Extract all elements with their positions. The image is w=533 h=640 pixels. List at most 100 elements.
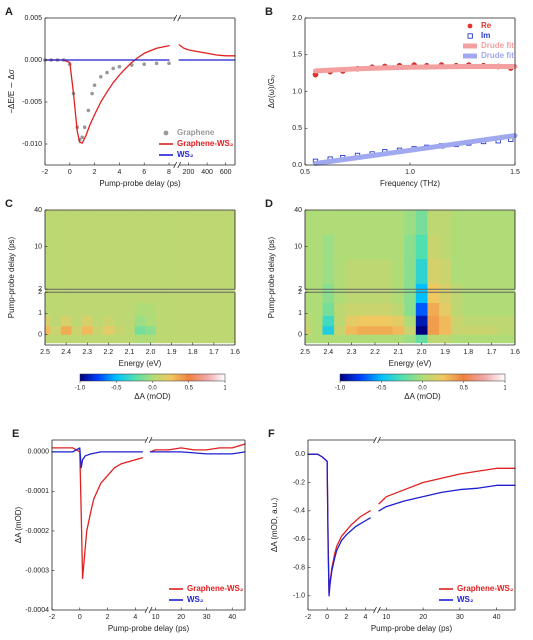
y-tick-label: 2 <box>38 289 42 296</box>
heatmap-cell <box>305 325 312 335</box>
heatmap-cell <box>166 234 178 260</box>
y-tick-label: -0.0004 <box>25 607 49 614</box>
heatmap-cell <box>485 283 498 304</box>
y-axis-label: ΔA (mOD, a.u.) <box>270 498 279 553</box>
heatmap-cell <box>310 234 323 260</box>
heatmap-cell <box>198 234 209 260</box>
legend-label: Graphene-WS₂ <box>187 584 244 593</box>
heatmap-cell <box>310 283 323 304</box>
x-axis-label: Energy (eV) <box>119 359 162 368</box>
heatmap-cell <box>134 334 146 344</box>
heatmap-cell <box>145 315 157 327</box>
x-tick-label: 0 <box>68 169 72 176</box>
heatmap-cell <box>155 234 167 260</box>
y-axis-label: ΔA (mOD) <box>14 506 23 543</box>
heatmap-cell <box>45 283 51 304</box>
axis-break <box>144 606 149 614</box>
heatmap-cell <box>380 302 393 316</box>
heatmap-cell <box>187 283 199 304</box>
colorbar-tick-label: 0.0 <box>148 386 157 392</box>
axis-break <box>377 436 381 444</box>
heatmap-cell <box>345 210 358 235</box>
heatmap-cell <box>103 302 114 316</box>
axis-break <box>377 606 381 614</box>
heatmap-cell <box>427 234 440 260</box>
heatmap-cell <box>509 258 516 284</box>
heatmap-cell <box>345 315 358 327</box>
marker <box>99 75 103 79</box>
heatmap-cell <box>166 258 178 284</box>
heatmap-cell <box>219 302 231 316</box>
heatmap-cell <box>462 234 475 260</box>
heatmap-cell <box>369 234 382 260</box>
heatmap-cell <box>71 210 83 235</box>
heatmap-cell <box>50 234 62 260</box>
heatmap-cell <box>145 334 157 344</box>
y-tick-label: -0.0003 <box>25 567 49 574</box>
heatmap-cell <box>229 325 236 335</box>
heatmap-cell <box>145 325 157 335</box>
x-tick-label: 2.2 <box>103 349 113 356</box>
x-tick-label: 200 <box>183 169 195 176</box>
heatmap-cell <box>219 283 231 304</box>
heatmap-cell <box>103 315 114 327</box>
heatmap-cell <box>81 210 93 235</box>
marker <box>90 91 94 96</box>
heatmap-cell <box>145 258 157 284</box>
heatmap-cell <box>305 315 312 327</box>
heatmap-cell <box>310 334 323 344</box>
heatmap-cell <box>229 258 236 284</box>
x-tick-label: 0.5 <box>300 169 310 176</box>
heatmap-cell <box>439 315 452 327</box>
heatmap-cell <box>187 325 199 335</box>
heatmap-cell <box>305 210 312 235</box>
heatmap-cell <box>310 325 323 335</box>
x-tick-label: -2 <box>49 614 55 621</box>
heatmap-cell <box>450 210 463 235</box>
heatmap-cell <box>176 258 188 284</box>
axis-break <box>144 436 149 444</box>
heatmap-cell <box>415 234 428 260</box>
heatmap-cell <box>208 302 220 316</box>
heatmap-cell <box>439 210 452 235</box>
y-tick-label: -0.4 <box>293 508 305 515</box>
heatmap-cell <box>45 315 51 327</box>
heatmap-cell <box>345 334 358 344</box>
heatmap-cell <box>322 302 335 316</box>
heatmap-cell <box>474 234 487 260</box>
x-tick-label: 1.7 <box>487 349 497 356</box>
y-tick-label: 2 <box>298 289 302 296</box>
heatmap-cell <box>113 258 125 284</box>
heatmap-cell <box>176 283 188 304</box>
heatmap-cell <box>345 258 358 284</box>
x-axis-label: Energy (eV) <box>389 359 432 368</box>
x-tick-label: 2.3 <box>347 349 357 356</box>
heatmap-cell <box>124 302 136 316</box>
colorbar-tick-label: 1 <box>503 386 507 392</box>
heatmap-cell <box>485 210 498 235</box>
heatmap-cell <box>208 315 220 327</box>
axis-break <box>173 14 178 22</box>
heatmap-cell <box>50 210 62 235</box>
heatmap-cell <box>334 258 347 284</box>
heatmap-cell <box>509 302 516 316</box>
y-tick-label: 2 <box>298 286 302 293</box>
x-tick-label: 40 <box>228 614 236 621</box>
panel: E Pump-probe delay (ps) ΔA (mOD) Graphene-W… <box>12 428 246 633</box>
heatmap-cell <box>322 334 335 344</box>
heatmap-cell <box>427 258 440 284</box>
heatmap-cell <box>427 283 440 304</box>
colorbar-tick-label: -0.5 <box>376 386 387 392</box>
heatmap-cell <box>509 234 516 260</box>
heatmap-cell <box>50 315 62 327</box>
heatmap-cell <box>60 210 72 235</box>
heatmap-cell <box>124 258 136 284</box>
heatmap-cell <box>369 315 382 327</box>
legend-label: Drude fit <box>481 51 514 60</box>
heatmap-cell <box>92 234 104 260</box>
heatmap-cell <box>392 234 405 260</box>
heatmap-cell <box>357 283 370 304</box>
heatmap-cell <box>134 283 146 304</box>
heatmap-cell <box>380 283 393 304</box>
